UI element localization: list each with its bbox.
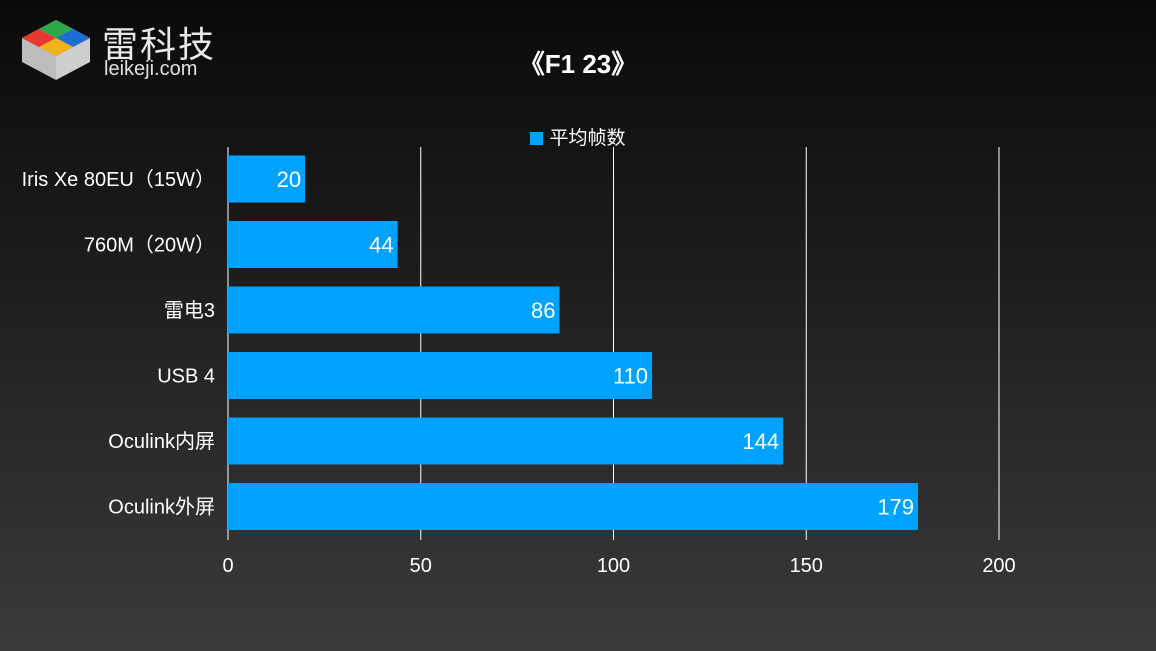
data-label: 110 <box>613 364 648 389</box>
data-label: 44 <box>369 233 393 258</box>
category-label: 760M（20W） <box>84 234 215 257</box>
brand-name: 雷科技 <box>102 24 217 65</box>
bar <box>228 155 306 203</box>
bar <box>228 286 560 334</box>
x-tick-label: 50 <box>410 555 432 577</box>
category-label: 雷电3 <box>164 299 215 322</box>
data-label: 20 <box>277 167 301 192</box>
bar <box>228 352 653 399</box>
x-tick-label: 100 <box>597 555 630 577</box>
cube-logo-icon <box>22 20 90 80</box>
legend-swatch <box>530 132 544 145</box>
x-tick-label: 200 <box>982 555 1015 577</box>
category-label: USB 4 <box>157 366 215 388</box>
category-label: Oculink外屏 <box>108 496 215 519</box>
brand-logo: 雷科技 leikeji.com <box>20 14 260 86</box>
data-label: 86 <box>531 298 555 323</box>
category-label: Iris Xe 80EU（15W） <box>22 168 215 191</box>
data-label: 179 <box>877 495 914 520</box>
bar <box>228 221 398 268</box>
category-label: Oculink内屏 <box>108 430 215 453</box>
x-tick-label: 150 <box>790 555 823 577</box>
brand-domain: leikeji.com <box>104 58 198 80</box>
chart-legend: 平均帧数 <box>0 123 1156 150</box>
x-tick-label: 0 <box>222 555 233 577</box>
chart-title: 《F1 23》 <box>518 49 638 79</box>
bar <box>228 483 919 530</box>
legend-label: 平均帧数 <box>549 128 626 149</box>
bar <box>228 417 784 465</box>
data-label: 144 <box>742 429 779 454</box>
